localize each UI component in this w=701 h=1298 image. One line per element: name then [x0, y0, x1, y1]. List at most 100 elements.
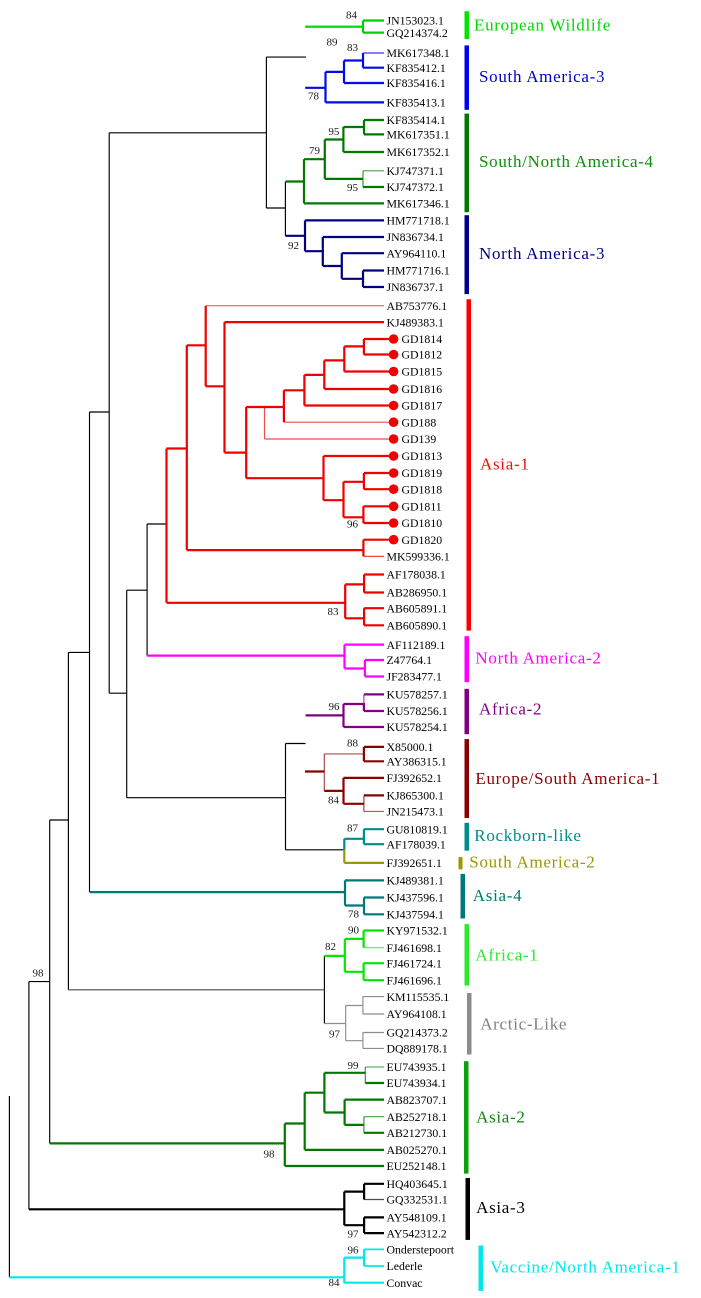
svg-text:GD1818: GD1818 — [402, 482, 443, 496]
svg-text:GD1811: GD1811 — [402, 500, 442, 514]
svg-text:90: 90 — [348, 925, 360, 937]
svg-text:95: 95 — [347, 182, 359, 194]
svg-text:AF178038.1: AF178038.1 — [387, 568, 446, 582]
svg-text:KY971532.1: KY971532.1 — [387, 924, 448, 938]
svg-text:KF835414.1: KF835414.1 — [387, 113, 446, 127]
svg-text:Convac: Convac — [387, 1276, 423, 1290]
svg-text:EU743934.1: EU743934.1 — [387, 1076, 447, 1090]
svg-text:JF283477.1: JF283477.1 — [387, 670, 442, 684]
svg-text:MK617352.1: MK617352.1 — [387, 145, 450, 159]
svg-text:KU578256.1: KU578256.1 — [387, 704, 448, 718]
svg-text:KJ747372.1: KJ747372.1 — [387, 180, 444, 194]
svg-text:88: 88 — [347, 738, 359, 750]
svg-text:Africa-1: Africa-1 — [475, 945, 538, 964]
svg-text:KU578257.1: KU578257.1 — [387, 688, 448, 702]
svg-text:GD1814: GD1814 — [402, 332, 443, 346]
svg-text:GD1812: GD1812 — [402, 348, 443, 362]
svg-text:South America-3: South America-3 — [479, 67, 605, 86]
svg-text:DQ889178.1: DQ889178.1 — [387, 1042, 448, 1056]
svg-text:Z47764.1: Z47764.1 — [387, 653, 433, 667]
svg-text:AB025270.1: AB025270.1 — [387, 1143, 448, 1157]
svg-text:MK617346.1: MK617346.1 — [387, 197, 450, 211]
svg-text:Vaccine/North America-1: Vaccine/North America-1 — [490, 1257, 680, 1276]
svg-text:98: 98 — [33, 968, 45, 980]
svg-text:83: 83 — [328, 606, 340, 618]
svg-text:78: 78 — [348, 909, 360, 921]
svg-text:AY542312.2: AY542312.2 — [387, 1226, 447, 1240]
svg-text:KF835413.1: KF835413.1 — [387, 96, 446, 110]
svg-text:83: 83 — [347, 42, 359, 54]
svg-text:Africa-2: Africa-2 — [479, 700, 542, 719]
svg-text:North America-2: North America-2 — [475, 649, 601, 668]
svg-text:South/North America-4: South/North America-4 — [479, 152, 654, 171]
svg-text:AY964108.1: AY964108.1 — [387, 1007, 447, 1021]
svg-text:FJ392652.1: FJ392652.1 — [387, 771, 442, 785]
svg-text:AY548109.1: AY548109.1 — [387, 1211, 447, 1225]
svg-text:KF835412.1: KF835412.1 — [387, 61, 446, 75]
svg-text:JN153023.1: JN153023.1 — [387, 14, 444, 28]
svg-text:97: 97 — [329, 1029, 341, 1041]
svg-text:KJ489381.1: KJ489381.1 — [387, 874, 444, 888]
svg-text:GU810819.1: GU810819.1 — [387, 822, 448, 836]
svg-text:KM115535.1: KM115535.1 — [387, 990, 450, 1004]
svg-text:KJ747371.1: KJ747371.1 — [387, 164, 444, 178]
svg-text:82: 82 — [325, 941, 336, 953]
svg-text:GD1816: GD1816 — [402, 382, 443, 396]
svg-text:FJ461696.1: FJ461696.1 — [387, 973, 442, 987]
svg-text:MK599336.1: MK599336.1 — [387, 550, 450, 564]
svg-text:79: 79 — [309, 145, 321, 157]
svg-text:KJ865300.1: KJ865300.1 — [387, 789, 444, 803]
svg-text:GD139: GD139 — [402, 432, 437, 446]
svg-text:89: 89 — [327, 37, 339, 49]
svg-text:Asia-4: Asia-4 — [473, 886, 523, 905]
svg-text:FJ461724.1: FJ461724.1 — [387, 956, 442, 970]
svg-text:KJ489383.1: KJ489383.1 — [387, 315, 444, 329]
svg-text:Asia-2: Asia-2 — [476, 1108, 526, 1127]
svg-text:96: 96 — [347, 519, 359, 531]
svg-text:AB823707.1: AB823707.1 — [387, 1093, 448, 1107]
svg-text:84: 84 — [328, 795, 340, 807]
svg-text:78: 78 — [308, 91, 320, 103]
svg-text:EU252148.1: EU252148.1 — [387, 1159, 447, 1173]
svg-text:GD1819: GD1819 — [402, 466, 443, 480]
svg-text:84: 84 — [329, 1277, 341, 1289]
svg-text:EU743935.1: EU743935.1 — [387, 1060, 447, 1074]
svg-text:96: 96 — [329, 701, 341, 713]
svg-text:87: 87 — [347, 823, 359, 835]
svg-text:MK617348.1: MK617348.1 — [387, 46, 450, 60]
svg-text:HM771718.1: HM771718.1 — [387, 214, 450, 228]
svg-text:FJ392651.1: FJ392651.1 — [387, 856, 442, 870]
svg-text:AB753776.1: AB753776.1 — [387, 299, 448, 313]
svg-text:GD1817: GD1817 — [402, 399, 443, 413]
svg-text:KU578254.1: KU578254.1 — [387, 720, 448, 734]
svg-text:JN836737.1: JN836737.1 — [387, 280, 444, 294]
svg-text:X85000.1: X85000.1 — [387, 740, 434, 754]
svg-text:JN215473.1: JN215473.1 — [387, 805, 444, 819]
svg-text:Europe/South America-1: Europe/South America-1 — [475, 769, 660, 788]
svg-text:GD1815: GD1815 — [402, 365, 443, 379]
svg-text:GD1820: GD1820 — [402, 533, 443, 547]
svg-text:92: 92 — [288, 240, 299, 252]
svg-text:GQ332531.1: GQ332531.1 — [387, 1193, 448, 1207]
svg-text:AY386315.1: AY386315.1 — [387, 755, 447, 769]
svg-text:North America-3: North America-3 — [479, 244, 605, 263]
svg-text:84: 84 — [346, 10, 358, 22]
svg-text:Arctic-Like: Arctic-Like — [480, 1014, 567, 1033]
svg-text:HM771716.1: HM771716.1 — [387, 264, 450, 278]
svg-text:KJ437594.1: KJ437594.1 — [387, 908, 444, 922]
svg-text:KJ437596.1: KJ437596.1 — [387, 891, 444, 905]
svg-text:Onderstepoort: Onderstepoort — [387, 1243, 455, 1257]
svg-text:96: 96 — [348, 1245, 360, 1257]
svg-text:MK617351.1: MK617351.1 — [387, 128, 450, 142]
svg-text:KF835416.1: KF835416.1 — [387, 76, 446, 90]
svg-text:JN836734.1: JN836734.1 — [387, 230, 444, 244]
svg-text:AB605891.1: AB605891.1 — [387, 601, 448, 615]
svg-text:AY964110.1: AY964110.1 — [387, 246, 447, 260]
svg-text:98: 98 — [264, 1149, 276, 1161]
svg-text:GD1813: GD1813 — [402, 449, 443, 463]
svg-text:GQ214374.2: GQ214374.2 — [387, 26, 448, 40]
svg-text:AB212730.1: AB212730.1 — [387, 1126, 448, 1140]
svg-text:AB252718.1: AB252718.1 — [387, 1110, 448, 1124]
svg-text:GD188: GD188 — [402, 415, 437, 429]
svg-text:European Wildlife: European Wildlife — [474, 16, 611, 35]
